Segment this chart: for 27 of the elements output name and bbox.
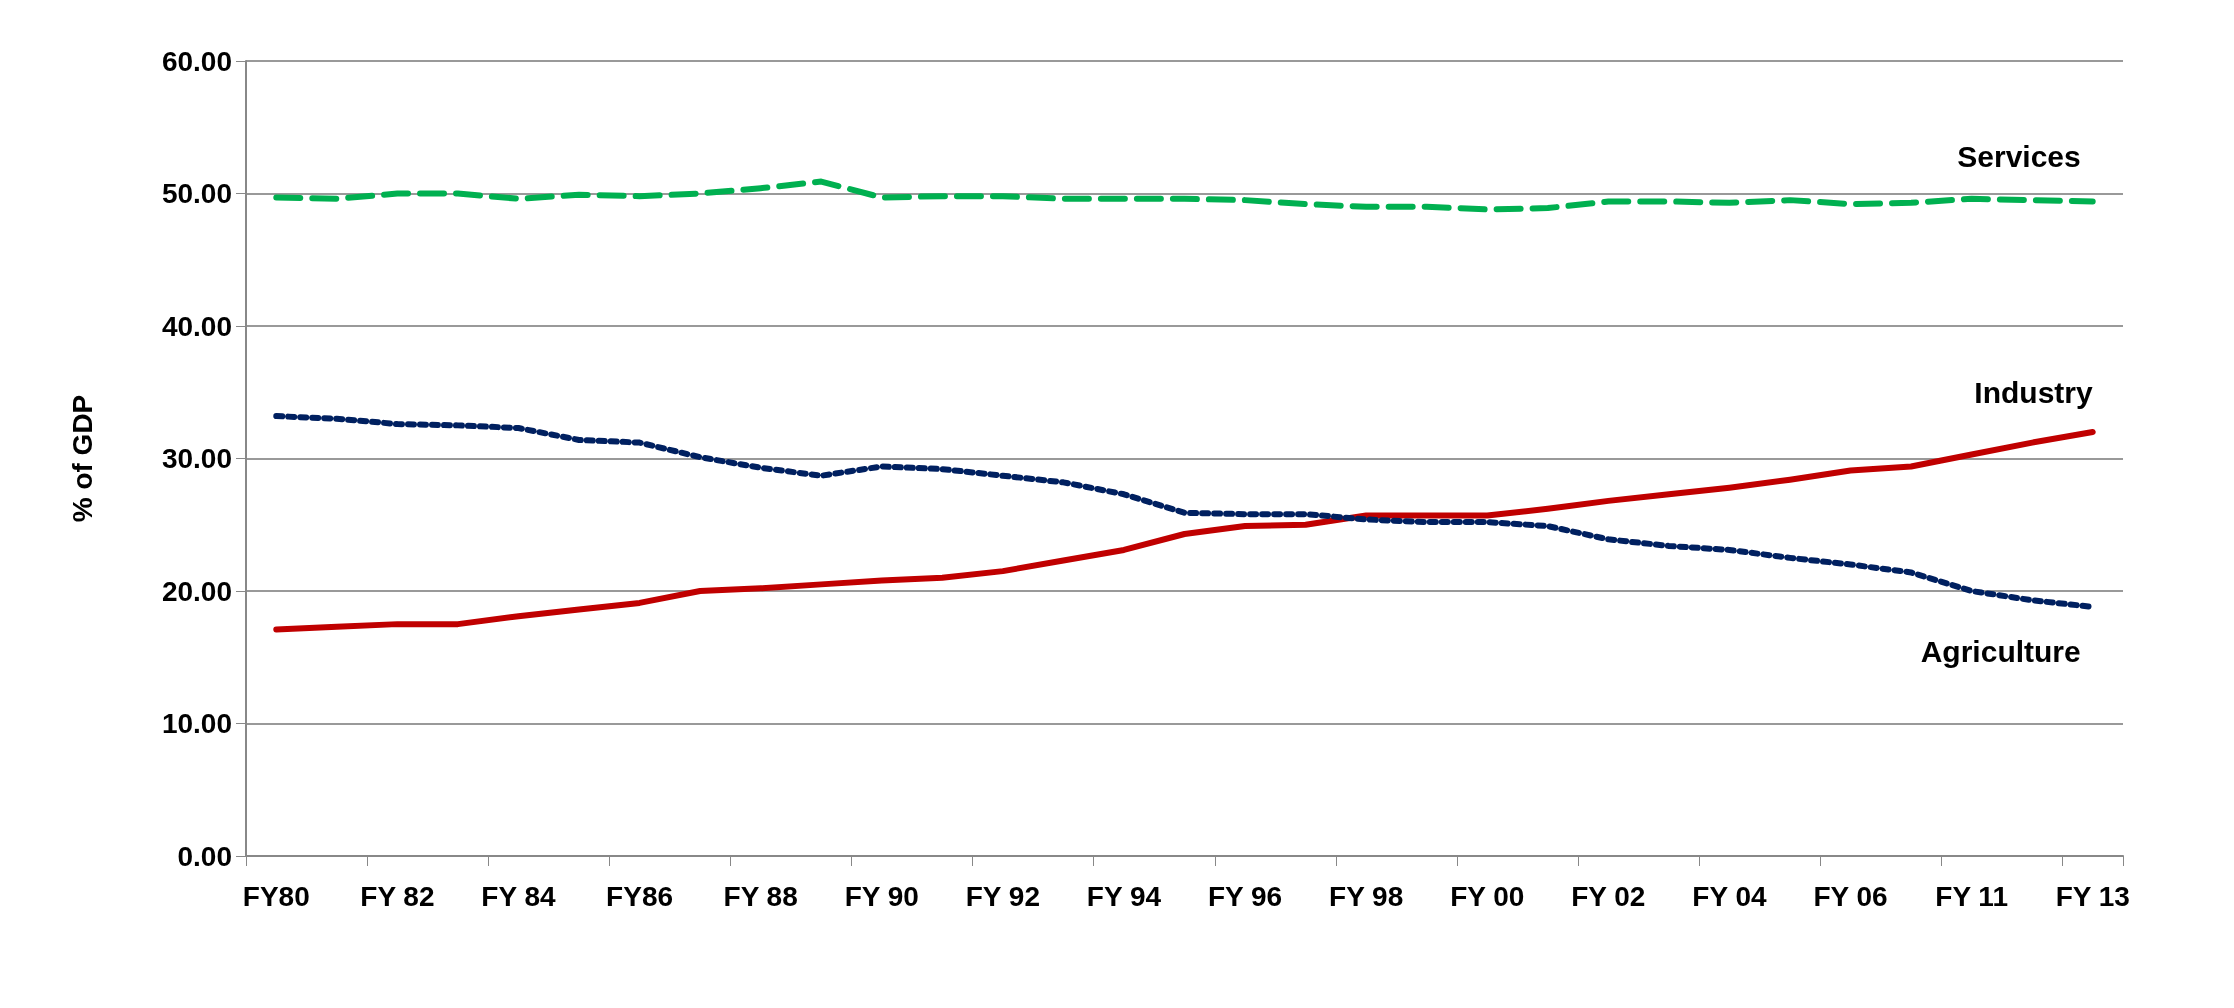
y-tick-label: 10.00 [161,708,232,739]
x-tick-label: FY80 [242,880,310,912]
y-tick-label: 20.00 [161,575,232,607]
x-tick-label: FY 96 [1207,880,1283,912]
series-label: Agriculture [1920,635,2081,669]
y-tick-label: 0.00 [177,840,232,872]
x-tick-label: FY 94 [1086,880,1162,912]
x-tick-label: FY 84 [481,880,556,912]
series-label: Industry [1974,375,2094,409]
x-tick-label: FY 92 [965,880,1040,912]
series-label: Services [1957,139,2081,173]
y-tick-label: 60.00 [161,45,232,77]
x-tick-label: FY 90 [844,880,919,912]
x-tick-label: FY 00 [1450,880,1525,912]
x-tick-label: FY 11 [1935,880,2008,912]
x-tick-label: FY 98 [1329,880,1404,912]
y-axis-title: % of GDP [66,394,98,523]
x-tick-label: FY 13 [2055,880,2130,912]
x-tick-label: FY 04 [1692,880,1767,912]
y-tick-label: 50.00 [161,178,232,209]
y-tick-label: 30.00 [161,443,232,474]
x-tick-label: FY 06 [1813,880,1888,912]
y-tick-label: 40.00 [161,310,232,342]
x-tick-label: FY 82 [360,880,435,912]
x-tick-label: FY86 [606,880,674,912]
x-tick-label: FY 02 [1571,880,1646,912]
x-tick-label: FY 88 [723,880,798,912]
